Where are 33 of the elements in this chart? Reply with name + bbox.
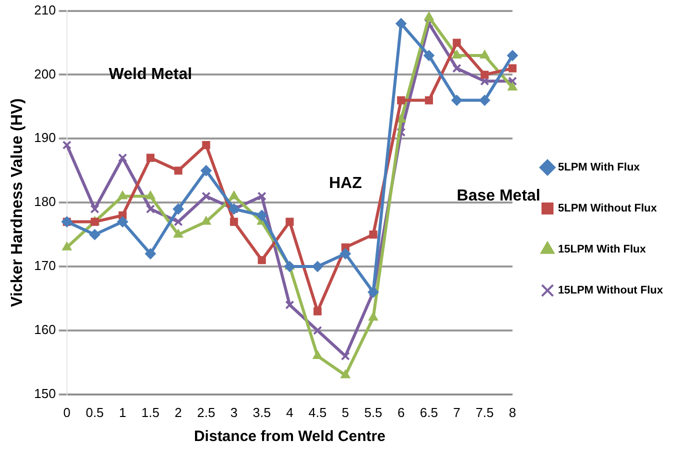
x-tick-label: 4.5 <box>308 404 327 420</box>
legend-label: 5LPM With Flux <box>558 162 641 174</box>
x-tick-label: 5 <box>342 404 350 420</box>
x-tick-label: 4 <box>286 404 294 420</box>
x-tick-label: 8 <box>508 404 516 420</box>
annotation: Weld Metal <box>108 66 192 84</box>
y-tick-label: 190 <box>34 130 56 146</box>
annotation: Base Metal <box>456 188 540 205</box>
x-tick-label: 3 <box>230 404 238 420</box>
x-tick-label: 7 <box>453 404 460 420</box>
annotation: HAZ <box>328 174 362 192</box>
y-tick-label: 210 <box>34 2 56 18</box>
y-tick-label: 150 <box>34 386 56 401</box>
x-tick-label: 2 <box>174 404 182 420</box>
x-tick-label: 7.5 <box>476 404 494 420</box>
x-axis-title: Distance from Weld Centre <box>194 428 386 446</box>
y-tick-label: 160 <box>34 322 56 338</box>
x-tick-label: 2.5 <box>197 404 216 420</box>
x-tick-label: 1.5 <box>141 404 160 420</box>
legend-label: 15LPM Without Flux <box>558 284 664 297</box>
y-tick-label: 200 <box>34 66 56 82</box>
x-tick-label: 3.5 <box>252 404 271 420</box>
x-tick-label: 0 <box>63 404 71 420</box>
legend-label: 5LPM Without Flux <box>558 202 658 215</box>
x-tick-label: 6 <box>397 404 405 420</box>
y-tick-label: 180 <box>34 194 56 210</box>
x-tick-label: 6.5 <box>420 404 438 420</box>
y-tick-label: 170 <box>34 258 56 274</box>
legend-label: 15LPM With Flux <box>558 244 647 256</box>
x-tick-label: 0.5 <box>86 404 104 420</box>
y-axis-title: Vicker Hardness Value (HV) <box>9 98 26 307</box>
x-tick-label: 5.5 <box>364 404 382 420</box>
x-tick-label: 1 <box>118 404 126 420</box>
